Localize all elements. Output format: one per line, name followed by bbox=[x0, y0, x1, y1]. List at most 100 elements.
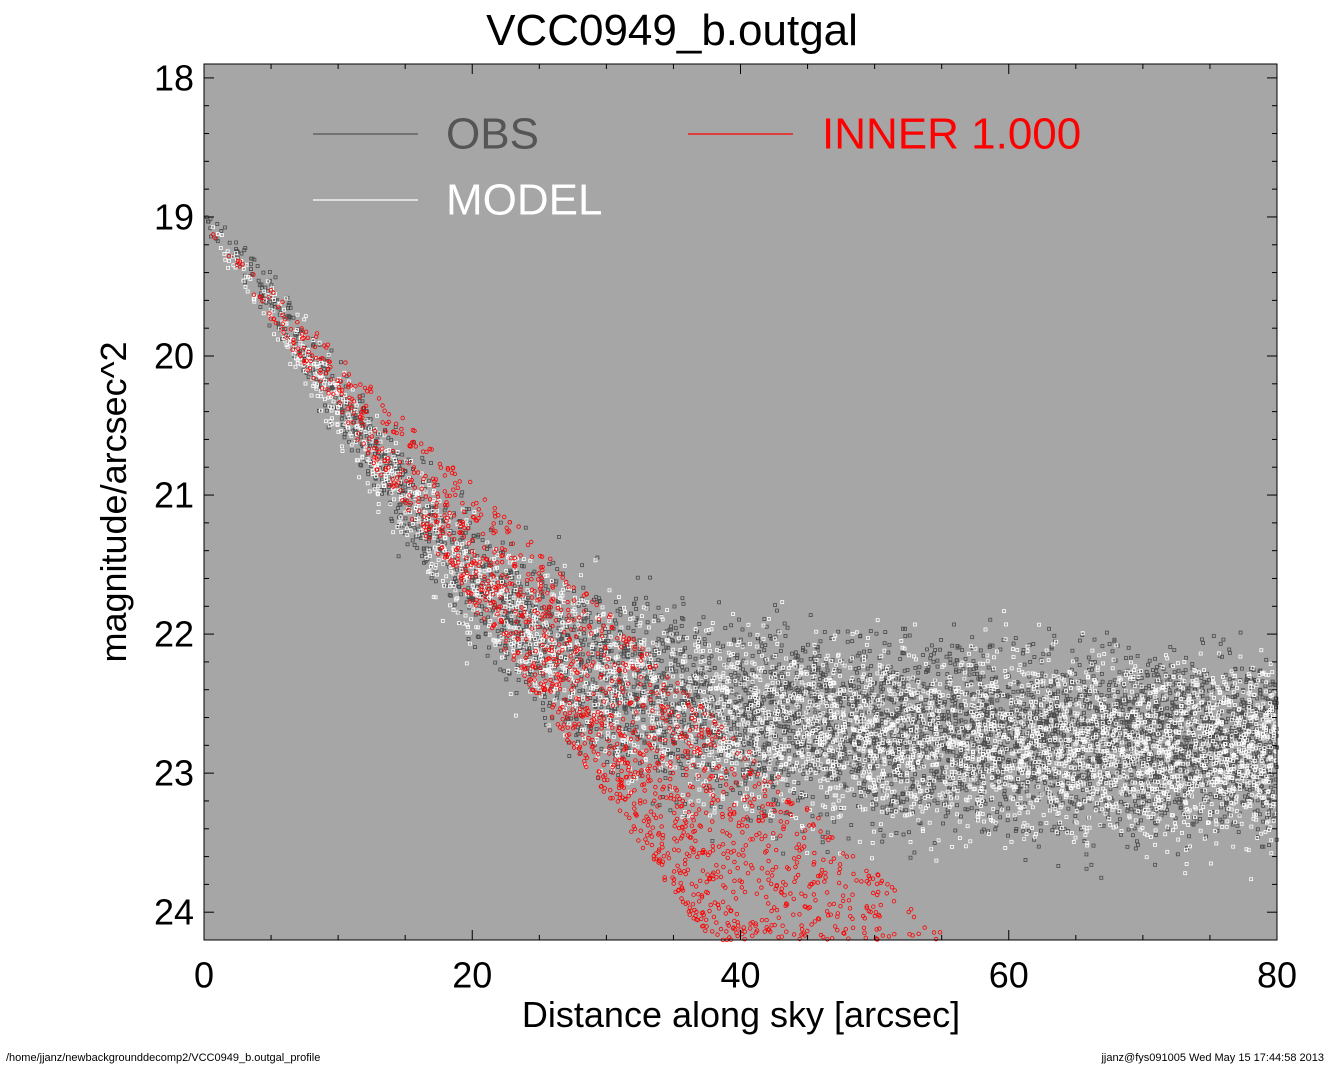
data-point bbox=[593, 699, 597, 703]
data-point bbox=[1105, 630, 1109, 635]
data-point bbox=[574, 657, 579, 661]
data-point bbox=[943, 700, 947, 704]
data-point bbox=[1119, 720, 1124, 724]
data-point bbox=[555, 695, 559, 700]
data-point bbox=[1124, 699, 1129, 704]
data-point bbox=[521, 645, 525, 649]
data-point bbox=[935, 658, 940, 663]
data-point bbox=[273, 275, 278, 280]
data-point bbox=[894, 671, 899, 676]
data-point bbox=[1124, 777, 1129, 782]
data-point bbox=[1114, 718, 1119, 722]
data-point bbox=[776, 802, 780, 807]
data-point bbox=[1268, 785, 1273, 790]
data-point bbox=[447, 593, 452, 597]
data-point bbox=[1145, 728, 1149, 733]
data-point bbox=[1095, 690, 1100, 695]
data-point bbox=[1100, 679, 1105, 684]
data-point bbox=[540, 579, 545, 584]
data-point bbox=[985, 763, 990, 768]
data-point bbox=[888, 773, 892, 778]
data-point bbox=[871, 806, 876, 811]
data-point bbox=[777, 662, 782, 667]
data-point bbox=[773, 603, 777, 607]
data-point bbox=[448, 593, 453, 598]
data-point bbox=[942, 713, 947, 718]
data-point bbox=[380, 491, 385, 496]
data-point bbox=[705, 762, 709, 767]
data-point bbox=[1199, 676, 1204, 680]
data-point bbox=[442, 541, 447, 546]
data-point bbox=[306, 375, 311, 380]
data-point bbox=[227, 240, 232, 245]
data-point bbox=[622, 696, 627, 701]
data-point bbox=[994, 823, 999, 828]
data-point bbox=[1041, 719, 1045, 723]
data-point bbox=[1263, 754, 1267, 759]
data-point bbox=[1084, 866, 1089, 871]
data-point bbox=[867, 649, 872, 653]
data-point bbox=[663, 776, 668, 780]
data-point bbox=[527, 646, 531, 650]
data-point bbox=[970, 736, 975, 741]
data-point bbox=[693, 635, 697, 639]
data-point bbox=[981, 708, 986, 713]
data-point bbox=[785, 705, 790, 710]
data-point bbox=[953, 712, 958, 717]
data-point bbox=[1259, 784, 1263, 789]
data-point bbox=[926, 665, 931, 669]
data-point bbox=[644, 679, 649, 684]
data-point bbox=[421, 460, 426, 465]
data-point bbox=[322, 366, 327, 371]
data-point bbox=[260, 286, 264, 291]
data-point bbox=[955, 727, 959, 732]
data-point bbox=[800, 766, 805, 771]
data-point bbox=[349, 448, 354, 453]
data-point bbox=[480, 538, 485, 542]
data-point bbox=[609, 649, 614, 653]
data-point bbox=[740, 627, 745, 632]
data-point bbox=[707, 661, 712, 666]
data-point bbox=[249, 267, 253, 272]
data-point bbox=[1050, 828, 1055, 833]
data-point bbox=[808, 657, 813, 661]
data-point bbox=[659, 724, 663, 728]
data-point bbox=[910, 777, 915, 782]
data-point bbox=[343, 384, 348, 389]
data-point bbox=[723, 715, 728, 720]
data-point bbox=[1190, 674, 1195, 679]
data-point bbox=[765, 691, 770, 696]
data-point bbox=[1126, 827, 1131, 832]
data-point bbox=[668, 771, 673, 775]
data-point bbox=[473, 645, 477, 649]
data-point bbox=[333, 395, 338, 400]
data-point bbox=[693, 656, 698, 661]
data-point bbox=[500, 628, 505, 632]
data-point bbox=[905, 797, 909, 802]
data-point bbox=[1147, 658, 1152, 663]
data-point bbox=[1079, 827, 1083, 832]
data-point bbox=[800, 686, 804, 691]
data-point bbox=[787, 748, 791, 753]
data-point bbox=[1253, 754, 1257, 759]
data-point bbox=[1093, 660, 1097, 664]
data-point bbox=[1056, 689, 1060, 694]
data-point bbox=[967, 672, 972, 677]
data-point bbox=[634, 596, 638, 601]
data-point bbox=[1223, 672, 1228, 677]
data-point bbox=[562, 642, 567, 647]
data-point bbox=[487, 645, 491, 650]
data-point bbox=[866, 711, 870, 715]
data-point bbox=[1113, 658, 1118, 663]
data-point bbox=[1154, 669, 1159, 673]
data-point bbox=[390, 519, 394, 523]
data-point bbox=[543, 716, 547, 720]
data-point bbox=[624, 710, 629, 715]
data-point bbox=[651, 667, 656, 671]
data-point bbox=[783, 634, 788, 638]
data-point bbox=[849, 823, 854, 827]
data-point bbox=[889, 809, 894, 813]
data-point bbox=[996, 689, 1001, 693]
data-point bbox=[1194, 819, 1199, 824]
data-point bbox=[907, 830, 911, 835]
